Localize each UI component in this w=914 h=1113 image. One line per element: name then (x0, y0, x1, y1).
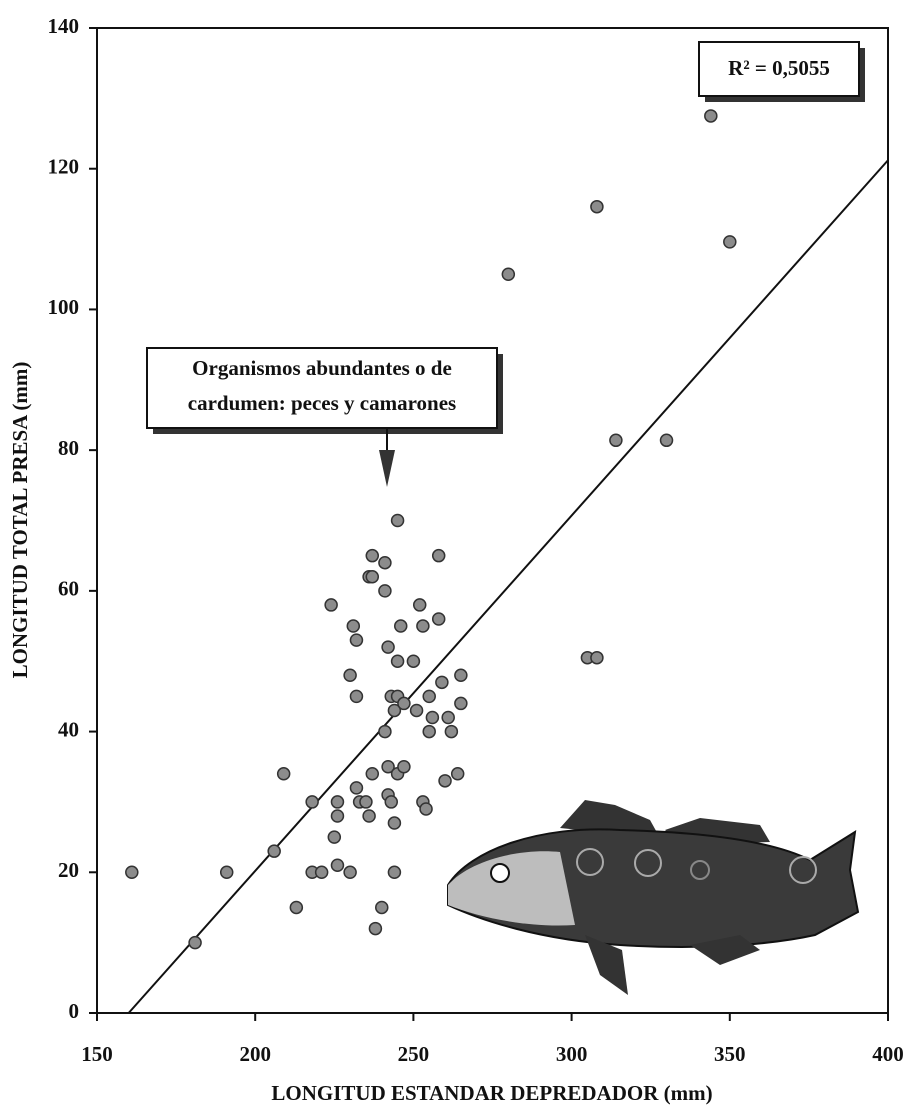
annotation-arrowhead (379, 450, 395, 487)
data-point (439, 775, 451, 787)
data-point (442, 712, 454, 724)
data-point (376, 901, 388, 913)
page: {"chart_data": { "type": "scatter", "x_l… (0, 0, 914, 1113)
data-point (379, 585, 391, 597)
data-point (126, 866, 138, 878)
y-tick-label: 0 (69, 999, 80, 1023)
chart: LONGITUD ESTANDAR DEPREDADOR (mm) LONGIT… (0, 0, 914, 1113)
data-point (268, 845, 280, 857)
data-point (433, 550, 445, 562)
y-tick-label: 120 (48, 155, 80, 179)
data-point (420, 803, 432, 815)
x-axis-title: LONGITUD ESTANDAR DEPREDADOR (mm) (271, 1081, 712, 1105)
x-tick-label: 300 (556, 1042, 588, 1066)
data-point (363, 810, 375, 822)
data-point (344, 866, 356, 878)
y-tick-label: 80 (58, 436, 79, 460)
data-point (591, 652, 603, 664)
y-axis-title: LONGITUD TOTAL PRESA (mm) (8, 362, 32, 679)
annotation-line: Organismos abundantes o de (192, 356, 452, 380)
data-point (452, 768, 464, 780)
r2-label: R² = 0,5055 (728, 56, 830, 80)
data-point (724, 236, 736, 248)
data-point (366, 571, 378, 583)
y-tick-label: 100 (48, 295, 80, 319)
annotation-line: cardumen: peces y camarones (188, 391, 456, 415)
data-point (347, 620, 359, 632)
y-tick-label: 140 (48, 14, 80, 38)
data-point (331, 796, 343, 808)
fish-illustration (448, 800, 858, 995)
data-point (414, 599, 426, 611)
data-point (221, 866, 233, 878)
x-tick-label: 400 (872, 1042, 904, 1066)
data-point (369, 923, 381, 935)
data-point (502, 268, 514, 280)
data-point (331, 810, 343, 822)
data-point (379, 726, 391, 738)
x-tick-label: 350 (714, 1042, 746, 1066)
data-point (423, 690, 435, 702)
data-point (455, 669, 467, 681)
x-tick-label: 250 (398, 1042, 430, 1066)
data-point (455, 697, 467, 709)
data-point (426, 712, 438, 724)
x-tick-label: 200 (239, 1042, 271, 1066)
data-point (417, 620, 429, 632)
data-point (388, 866, 400, 878)
data-point (366, 768, 378, 780)
data-point (385, 796, 397, 808)
data-point (290, 901, 302, 913)
data-point (591, 201, 603, 213)
data-point (189, 937, 201, 949)
x-tick-label: 150 (81, 1042, 113, 1066)
y-tick-label: 20 (58, 858, 79, 882)
data-point (610, 434, 622, 446)
data-point (306, 796, 318, 808)
data-point (436, 676, 448, 688)
data-point (392, 655, 404, 667)
data-point (350, 634, 362, 646)
data-point (366, 550, 378, 562)
data-point (445, 726, 457, 738)
data-point (350, 690, 362, 702)
data-point (392, 515, 404, 527)
data-point (398, 761, 410, 773)
data-point (316, 866, 328, 878)
y-tick-label: 60 (58, 577, 79, 601)
data-point (411, 704, 423, 716)
data-point (379, 557, 391, 569)
data-point (433, 613, 445, 625)
data-point (278, 768, 290, 780)
data-point (350, 782, 362, 794)
y-tick-label: 40 (58, 717, 79, 741)
data-point (328, 831, 340, 843)
data-point (388, 817, 400, 829)
data-point (360, 796, 372, 808)
data-point (423, 726, 435, 738)
data-point (382, 641, 394, 653)
data-point (344, 669, 356, 681)
data-point (398, 697, 410, 709)
data-point (661, 434, 673, 446)
data-point (395, 620, 407, 632)
data-point (705, 110, 717, 122)
data-point (331, 859, 343, 871)
data-point (407, 655, 419, 667)
data-point (325, 599, 337, 611)
